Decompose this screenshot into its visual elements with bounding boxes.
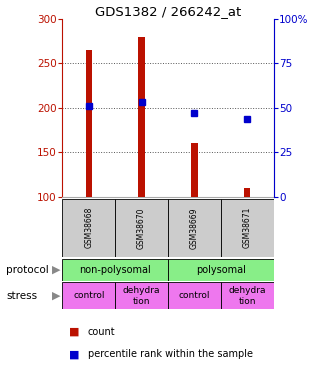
Text: GSM38668: GSM38668 — [84, 207, 93, 249]
Text: ■: ■ — [69, 327, 79, 337]
Title: GDS1382 / 266242_at: GDS1382 / 266242_at — [95, 4, 241, 18]
Bar — [62, 282, 115, 309]
Text: GSM38670: GSM38670 — [137, 207, 146, 249]
Bar — [168, 282, 221, 309]
Text: control: control — [73, 291, 105, 300]
Bar — [221, 199, 274, 257]
Text: GSM38671: GSM38671 — [243, 207, 252, 249]
Text: stress: stress — [6, 291, 37, 301]
Text: ■: ■ — [69, 350, 79, 359]
Text: dehydra
tion: dehydra tion — [228, 286, 266, 306]
Text: polysomal: polysomal — [196, 265, 246, 274]
Text: dehydra
tion: dehydra tion — [123, 286, 160, 306]
Bar — [139, 37, 145, 197]
Bar — [86, 50, 92, 197]
Bar — [62, 259, 168, 280]
Bar — [244, 188, 250, 197]
Text: ▶: ▶ — [52, 291, 60, 301]
Bar — [168, 259, 274, 280]
Text: non-polysomal: non-polysomal — [79, 265, 151, 274]
Bar — [191, 144, 197, 197]
Text: control: control — [179, 291, 210, 300]
Text: count: count — [88, 327, 116, 337]
Bar — [168, 199, 221, 257]
Text: percentile rank within the sample: percentile rank within the sample — [88, 350, 253, 359]
Bar — [62, 199, 115, 257]
Text: GSM38669: GSM38669 — [190, 207, 199, 249]
Text: ▶: ▶ — [52, 265, 60, 274]
Bar — [115, 282, 168, 309]
Bar — [115, 199, 168, 257]
Bar — [221, 282, 274, 309]
Text: protocol: protocol — [6, 265, 49, 274]
